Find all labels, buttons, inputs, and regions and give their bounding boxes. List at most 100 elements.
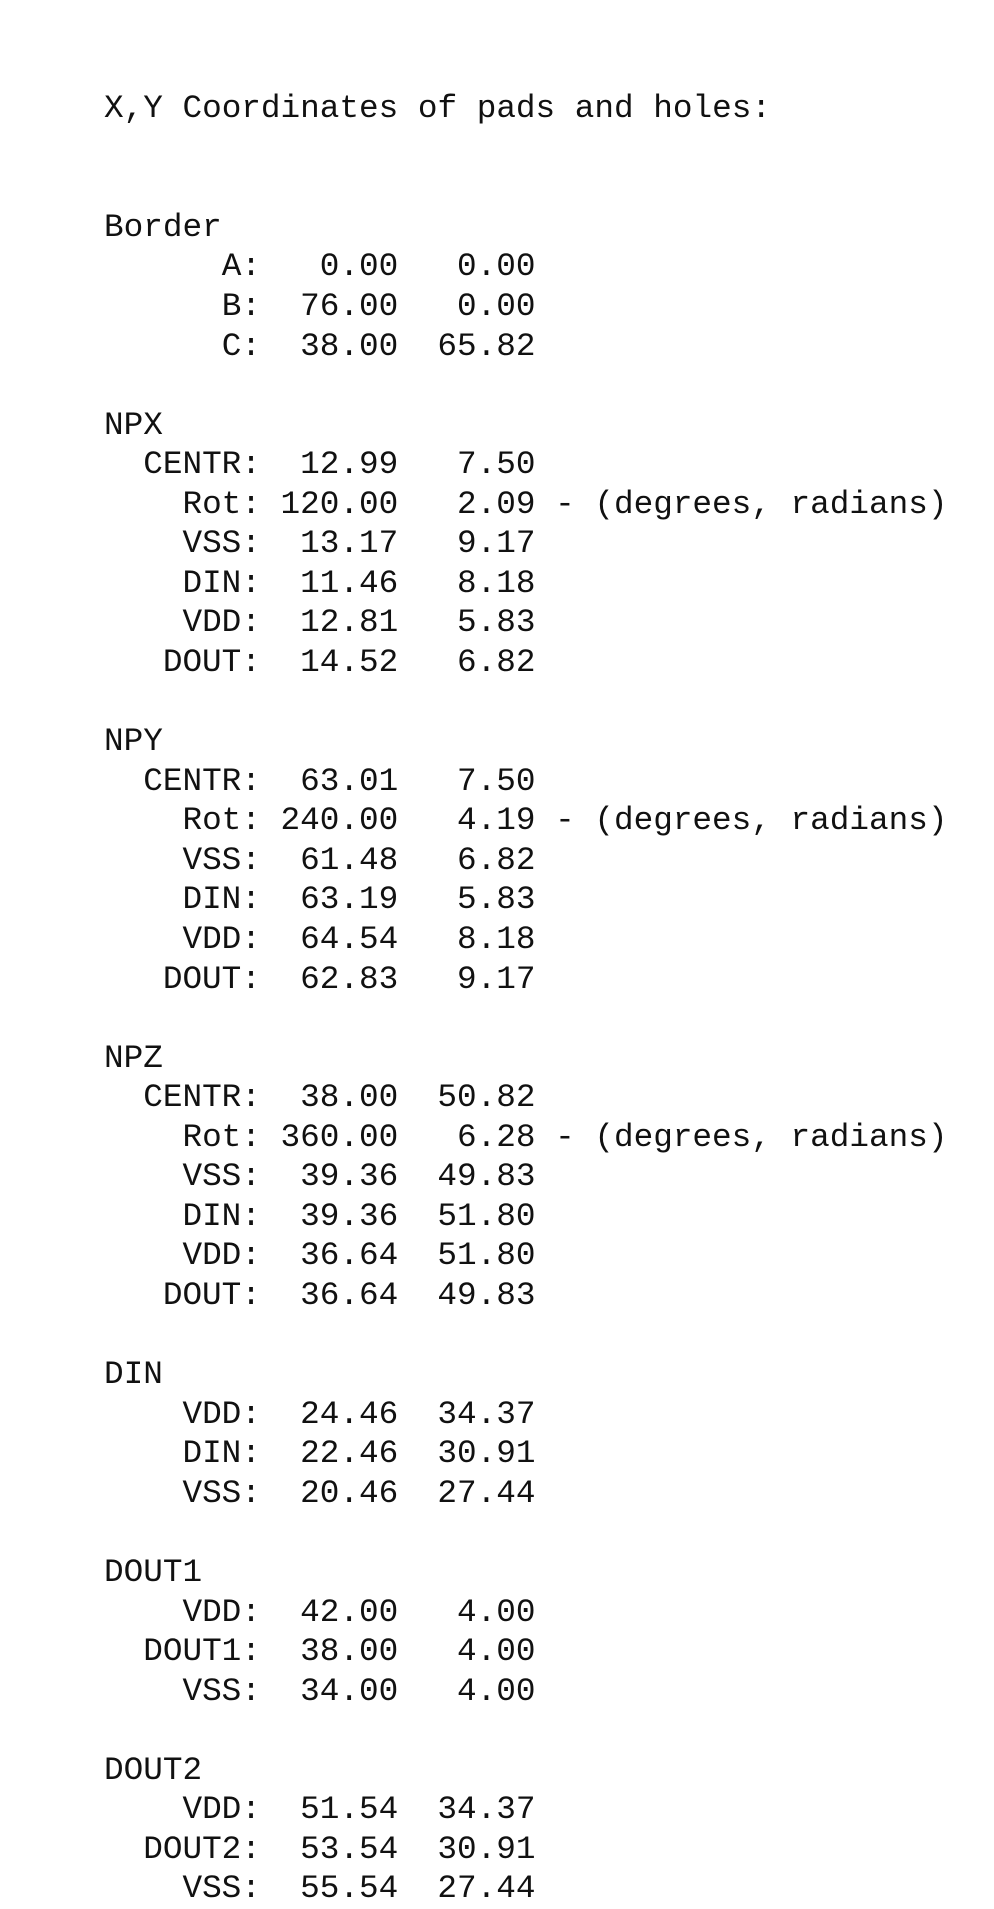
x-value: 64.54: [300, 920, 399, 958]
coordinate-row: VDD: 24.46 34.37: [104, 1395, 947, 1435]
coordinate-row: VDD: 51.54 34.37: [104, 1790, 947, 1830]
coordinate-row: DOUT1: 38.00 4.00: [104, 1632, 947, 1672]
x-value: 12.81: [300, 604, 399, 642]
coordinate-row: DIN: 22.46 30.91: [104, 1434, 947, 1474]
section-name: Border: [104, 208, 222, 246]
coordinate-row: VSS: 61.48 6.82: [104, 841, 947, 881]
x-value: 14.52: [300, 644, 399, 681]
x-value: 63.01: [300, 762, 399, 800]
y-value: 7.50: [457, 446, 536, 484]
row-label: VSS:: [182, 1672, 261, 1710]
coordinate-row: VDD: 12.81 5.83: [104, 603, 947, 643]
coordinate-row: VDD: 64.54 8.18: [104, 920, 947, 960]
y-value: 4.00: [457, 1672, 536, 1710]
row-label: VDD:: [182, 1237, 261, 1275]
coordinate-row: DOUT: 14.52 6.82: [104, 643, 947, 683]
y-value: 5.83: [457, 881, 536, 919]
coordinate-row: DOUT: 62.83 9.17: [104, 960, 947, 1000]
row-label: DIN:: [182, 1197, 261, 1235]
row-label: VSS:: [182, 841, 261, 879]
x-value: 51.54: [300, 1791, 399, 1829]
x-value: 61.48: [300, 841, 399, 879]
section-name: NPZ: [104, 1039, 163, 1077]
y-value: 34.37: [437, 1395, 536, 1433]
coordinate-row: VSS: 39.36 49.83: [104, 1157, 947, 1197]
coordinate-row: CENTR: 63.01 7.50: [104, 762, 947, 802]
coordinate-row: DOUT2: 53.54 30.91: [104, 1830, 947, 1870]
y-value: 5.83: [457, 604, 536, 642]
section-name: NPY: [104, 723, 163, 761]
x-value: 0.00: [319, 248, 399, 286]
coordinate-row: Rot: 120.00 2.09 - (degrees, radians): [104, 485, 947, 525]
y-value: 6.82: [457, 841, 536, 879]
coordinate-row: Rot: 240.00 4.19 - (degrees, radians): [104, 801, 947, 841]
x-value: 38.00: [300, 327, 399, 365]
coordinate-row: DIN: 63.19 5.83: [104, 880, 947, 920]
row-label: CENTR:: [143, 762, 261, 800]
x-value: 13.17: [300, 525, 399, 563]
coordinate-row: CENTR: 12.99 7.50: [104, 445, 947, 485]
coordinate-row: A: 0.00 0.00: [104, 247, 947, 287]
x-value: 55.54: [300, 1870, 399, 1908]
row-label: Rot:: [182, 1118, 261, 1156]
row-note: - (degrees, radians): [555, 485, 948, 523]
blank-line: [104, 366, 947, 406]
y-value: 9.17: [457, 525, 536, 563]
section-name: NPX: [104, 406, 163, 444]
row-label: B:: [221, 287, 261, 325]
y-value: 51.80: [437, 1197, 536, 1235]
row-label: DOUT2:: [143, 1830, 261, 1868]
x-value: 63.19: [300, 881, 399, 919]
blank-line: [104, 1513, 947, 1553]
y-value: 9.17: [457, 960, 536, 998]
coordinate-row: VSS: 20.46 27.44: [104, 1474, 947, 1514]
row-label: DIN:: [182, 1435, 261, 1473]
section-name: DOUT2: [104, 1751, 203, 1789]
x-value: 360.00: [280, 1118, 399, 1156]
blank-line: [104, 168, 947, 208]
y-value: 49.83: [437, 1158, 536, 1196]
x-value: 34.00: [300, 1672, 399, 1710]
row-label: C:: [221, 327, 261, 365]
coordinate-row: VDD: 42.00 4.00: [104, 1593, 947, 1633]
y-value: 30.91: [437, 1830, 536, 1868]
x-value: 240.00: [280, 802, 399, 840]
y-value: 4.00: [457, 1633, 536, 1671]
y-value: 4.00: [457, 1593, 536, 1631]
coordinate-row: DOUT: 36.64 49.83: [104, 1276, 947, 1316]
row-label: DIN:: [182, 881, 261, 919]
row-label: DOUT:: [162, 644, 261, 681]
row-label: VSS:: [182, 1474, 261, 1512]
row-label: DOUT:: [162, 1277, 261, 1314]
document: X,Y Coordinates of pads and holes: Borde…: [104, 10, 947, 1909]
row-label: A:: [221, 248, 261, 286]
coordinate-row: DIN: 39.36 51.80: [104, 1197, 947, 1237]
blank-line: [104, 999, 947, 1039]
x-value: 53.54: [300, 1830, 399, 1868]
x-value: 38.00: [300, 1079, 399, 1117]
row-note: - (degrees, radians): [555, 802, 948, 840]
y-value: 27.44: [437, 1870, 536, 1908]
coordinate-row: Rot: 360.00 6.28 - (degrees, radians): [104, 1118, 947, 1158]
y-value: 4.19: [457, 802, 536, 840]
coordinate-row: VSS: 13.17 9.17: [104, 524, 947, 564]
row-label: VDD:: [182, 1791, 261, 1829]
row-label: VSS:: [182, 1870, 261, 1908]
row-label: DOUT:: [162, 960, 261, 998]
x-value: 36.64: [300, 1237, 399, 1275]
y-value: 6.28: [457, 1118, 536, 1156]
x-value: 12.99: [300, 446, 399, 484]
coordinate-row: DIN: 11.46 8.18: [104, 564, 947, 604]
row-label: DOUT1:: [143, 1633, 261, 1671]
row-label: VDD:: [182, 604, 261, 642]
x-value: 39.36: [300, 1197, 399, 1235]
x-value: 76.00: [300, 287, 399, 325]
y-value: 51.80: [437, 1237, 536, 1275]
y-value: 50.82: [437, 1079, 536, 1117]
x-value: 20.46: [300, 1474, 399, 1512]
row-label: VDD:: [182, 920, 261, 958]
y-value: 7.50: [457, 762, 536, 800]
row-label: CENTR:: [143, 446, 261, 484]
row-label: VDD:: [182, 1395, 261, 1433]
y-value: 2.09: [457, 485, 536, 523]
